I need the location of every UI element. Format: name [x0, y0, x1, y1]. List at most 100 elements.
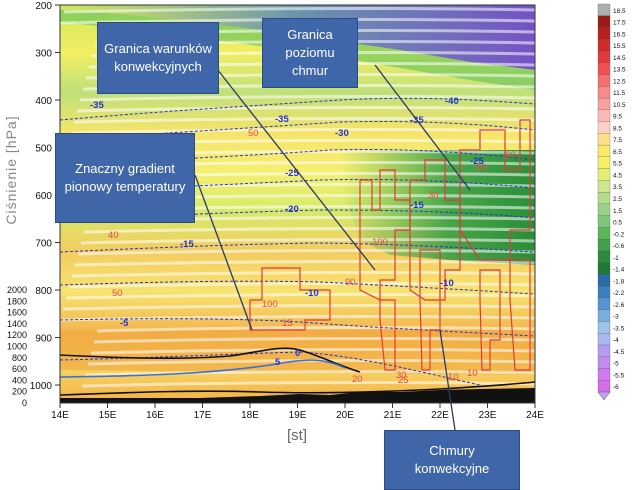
cloud-contour-label: 50	[112, 288, 123, 299]
callout-cloud-level-boundary: Granica poziomu chmur	[262, 18, 358, 88]
cloud-contour-label: 30	[428, 190, 439, 201]
colorbar-swatch	[597, 250, 611, 264]
streak-line	[93, 337, 536, 344]
colorbar-swatch	[597, 227, 611, 240]
colorbar-swatch	[597, 203, 611, 217]
colorbar-tick-label: -1.4	[613, 267, 625, 274]
colorbar-tick-label: 11.5	[613, 90, 626, 97]
x-tick-label: 14E	[51, 410, 69, 421]
temperature-contour-label: 0	[295, 348, 300, 359]
pressure-axis-label: Ciśnienie [hPa]	[3, 115, 19, 224]
temperature-contour-label: -5	[120, 318, 129, 329]
blue-boundary-line	[59, 359, 346, 378]
colorbar-swatch	[597, 356, 611, 369]
colorbar-tick-label: 16.5	[613, 31, 626, 38]
cloud-contours	[249, 119, 531, 371]
temperature-contour-label: -30	[335, 128, 349, 139]
colorbar: 18.5 17.5 16.5 15.5 14.5 13.5 12.5 11.5 10.5 9.5 8…	[597, 3, 626, 401]
pressure-tick-label: 1000	[30, 381, 53, 392]
pressure-tick-label: 300	[35, 49, 52, 60]
streak-line	[79, 95, 536, 102]
streak-line	[96, 326, 536, 333]
height-tick-label: 2000	[7, 285, 27, 295]
streak-line	[74, 260, 536, 267]
colorbar-tick-label: -4	[613, 337, 619, 344]
colorbar-tick-label: 3.5	[613, 184, 622, 191]
colorbar-swatch	[597, 86, 611, 99]
colorbar-swatch	[597, 368, 611, 381]
height-tick-label: 1400	[7, 319, 27, 329]
x-tick-label: 23E	[479, 410, 497, 421]
cloud-contour-label: 100	[372, 237, 388, 248]
colorbar-swatch	[597, 286, 611, 299]
colorbar-swatch	[597, 297, 611, 311]
colorbar-swatch	[597, 274, 611, 287]
colorbar-tick-label: -3	[613, 314, 619, 321]
colorbar-tick-label: 17.5	[613, 20, 626, 27]
colorbar-tick-label: 9.5	[613, 114, 622, 121]
colorbar-swatch	[597, 215, 611, 228]
streak-line	[84, 370, 536, 377]
cloud-contour-label: 90	[476, 162, 487, 173]
colorbar-tick-label: 2.5	[613, 196, 622, 203]
streak-line	[73, 117, 536, 124]
cloud-contour-label: 90	[345, 277, 356, 288]
colorbar-end-arrow	[597, 391, 611, 401]
colorbar-tick-label: 0.5	[613, 220, 622, 227]
temperature-contour-label: -15	[180, 239, 194, 250]
streak-line	[70, 128, 536, 135]
callout-temperature-gradient: Znaczny gradient pionowy temperatury	[55, 133, 195, 223]
streak-line	[80, 238, 536, 245]
streak-line	[68, 282, 536, 289]
x-tick-label: 24E	[526, 410, 544, 421]
colorbar-tick-label: 10.5	[613, 102, 626, 109]
cloud-contour-label: 100	[262, 299, 278, 310]
colorbar-tick-label: -0.2	[613, 231, 625, 238]
colorbar-tick-label: -1	[613, 255, 619, 262]
colorbar-swatch	[597, 321, 611, 334]
boundary-lines	[59, 347, 536, 396]
temperature-contour-label: 5	[275, 357, 281, 368]
cloud-contour-label: 30	[396, 370, 407, 381]
cloud-contour-label: 15	[282, 318, 293, 329]
height-tick-label: 400	[12, 375, 27, 385]
height-tick-label: 0	[22, 398, 27, 408]
streak-line	[81, 381, 536, 388]
streak-line	[77, 249, 536, 256]
pressure-tick-label: 700	[35, 239, 52, 250]
colorbar-tick-label: 5.5	[613, 161, 622, 168]
colorbar-swatch	[597, 239, 611, 252]
colorbar-tick-label: -0.6	[613, 243, 625, 250]
colorbar-tick-label: 12.5	[613, 78, 626, 85]
colorbar-tick-label: -5.5	[613, 372, 625, 379]
colorbar-swatch	[597, 180, 611, 193]
height-tick-label: 1200	[7, 330, 27, 340]
colorbar-swatch	[597, 27, 611, 40]
streak-line	[71, 271, 536, 278]
temperature-contour-label: -20	[285, 204, 299, 215]
colorbar-swatch	[597, 50, 611, 64]
terrain	[60, 388, 535, 403]
pressure-tick-label: 900	[35, 334, 52, 345]
colorbar-tick-label: 15.5	[613, 43, 626, 50]
colorbar-tick-label: 4.5	[613, 172, 622, 179]
pressure-tick-label: 600	[35, 191, 52, 202]
colorbar-swatch	[597, 144, 611, 158]
colorbar-swatch	[597, 309, 611, 322]
colorbar-swatch	[597, 15, 611, 28]
x-tick-label: 18E	[241, 410, 259, 421]
temperature-contour-label: -40	[445, 96, 459, 107]
colorbar-tick-label: -2.2	[613, 290, 625, 297]
x-tick-label: 20E	[336, 410, 354, 421]
colorbar-tick-label: 14.5	[613, 55, 626, 62]
callout-pointers	[194, 59, 471, 431]
height-tick-label: 1800	[7, 296, 27, 306]
temperature-contour-label: -35	[90, 100, 104, 111]
temperature-contour-label: -25	[285, 168, 299, 179]
callout-convective-clouds: Chmury konwekcyjne	[384, 430, 520, 490]
temperature-contour-label: -35	[275, 114, 289, 125]
height-tick-label: 1600	[7, 308, 27, 318]
streak-line	[59, 315, 536, 322]
height-tick-label: 1000	[7, 342, 27, 352]
